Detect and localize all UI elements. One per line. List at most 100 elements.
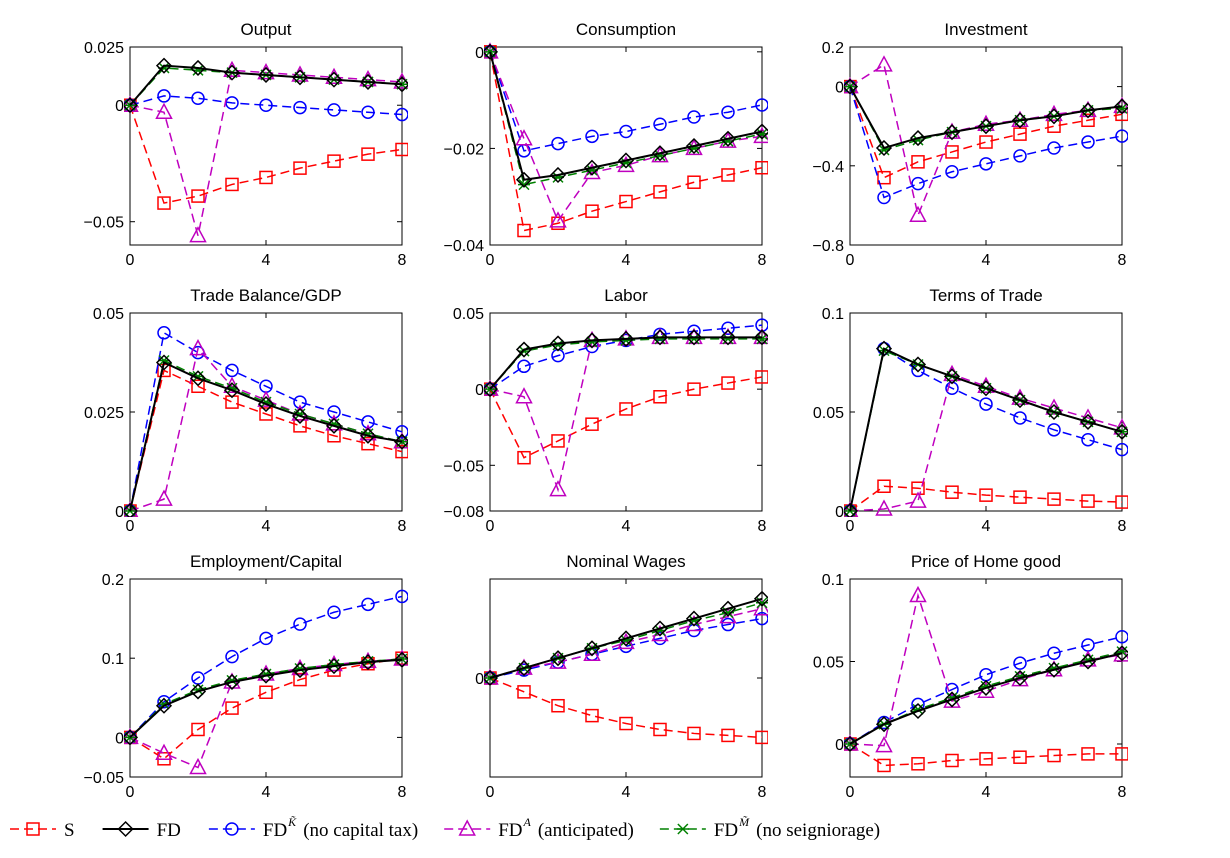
data-point-fdk xyxy=(1115,442,1128,457)
series-line-s xyxy=(489,677,763,739)
x-tick-label: 8 xyxy=(398,518,407,535)
series-line-fda xyxy=(489,51,763,223)
legend-label: FD xyxy=(157,820,181,841)
plot-area xyxy=(844,340,1128,517)
data-point-s xyxy=(721,168,735,182)
series-line-fd xyxy=(489,51,763,181)
data-point-fda xyxy=(1113,418,1128,435)
axes-box xyxy=(849,312,1123,512)
series-line-fda xyxy=(489,607,763,679)
data-point-fdm xyxy=(722,333,734,345)
data-point-s xyxy=(755,730,768,745)
data-point-s xyxy=(293,419,307,433)
data-point-fd xyxy=(359,654,377,671)
data-point-fdk xyxy=(1013,411,1027,425)
data-point-fd xyxy=(685,610,703,627)
y-tick-label: 0 xyxy=(475,45,484,62)
data-point-fd xyxy=(515,660,533,677)
data-point-fdk xyxy=(361,105,375,119)
legend-item-fdm: FD M̃ (no seigniorage) xyxy=(659,815,880,841)
x-tick-label: 4 xyxy=(262,252,271,269)
data-point-fd xyxy=(651,145,669,162)
data-point-fd xyxy=(753,123,768,140)
series-line-fdk xyxy=(489,51,763,152)
data-point-fdk xyxy=(687,110,701,124)
x-tick-label: 0 xyxy=(126,252,135,269)
data-point-fdk xyxy=(1047,646,1061,660)
data-point-s xyxy=(687,726,701,741)
x-tick-label: 8 xyxy=(398,252,407,269)
data-point-s xyxy=(191,379,205,394)
data-point-fd xyxy=(515,171,533,188)
y-tick-label: 0.2 xyxy=(102,572,124,589)
data-point-s xyxy=(1115,495,1128,509)
data-point-fdk xyxy=(1047,141,1061,155)
data-point-s xyxy=(653,722,667,737)
data-point-s xyxy=(551,434,565,448)
data-point-fdk xyxy=(1115,129,1128,143)
plot-area xyxy=(124,326,408,517)
legend-note: (no capital tax) xyxy=(303,820,418,841)
data-point-fdk xyxy=(585,129,599,144)
panel-title: Labor xyxy=(604,286,648,305)
data-point-fda xyxy=(189,339,207,356)
plot-area xyxy=(124,589,408,775)
x-tick-label: 0 xyxy=(846,518,855,535)
data-point-s xyxy=(877,170,891,185)
data-point-fd xyxy=(753,329,768,346)
x-tick-label: 8 xyxy=(758,784,767,801)
legend-marker xyxy=(225,822,239,836)
data-point-fd xyxy=(549,650,567,667)
data-point-fd xyxy=(977,118,995,135)
data-point-fd xyxy=(617,630,635,647)
data-point-fd xyxy=(515,341,533,358)
series-line-fd xyxy=(129,64,403,106)
data-point-fdk xyxy=(1081,432,1095,447)
legend: S FD FD K̃ (no capital tax) FD A (anticipated) F… xyxy=(10,815,880,841)
series-fd xyxy=(844,78,1128,157)
legend-superscript: K̃ xyxy=(287,815,297,829)
data-point-fda xyxy=(909,585,927,603)
data-point-s xyxy=(1081,113,1095,128)
data-point-s xyxy=(225,701,239,715)
data-point-fd xyxy=(393,76,408,93)
x-tick-label: 0 xyxy=(126,518,135,535)
data-point-fd xyxy=(549,166,567,184)
panel-title: Consumption xyxy=(576,20,676,39)
y-tick-label: −0.08 xyxy=(444,504,485,521)
data-point-s xyxy=(517,685,531,699)
data-point-fda xyxy=(583,644,601,661)
series-line-fd xyxy=(489,597,763,679)
plot-area xyxy=(844,585,1128,773)
series-fd xyxy=(484,590,768,687)
legend-item-fdk: FD K̃ (no capital tax) xyxy=(208,815,418,841)
data-point-fd xyxy=(977,380,995,397)
panel-consumption: Consumption 0 4 8 0 −0.02 −0.04 xyxy=(444,20,768,269)
series-s xyxy=(124,363,408,517)
legend-label: FD xyxy=(498,820,522,841)
data-point-fd xyxy=(124,502,139,517)
data-point-s xyxy=(1047,119,1061,133)
series-line-fda xyxy=(849,592,1123,747)
data-point-fdk xyxy=(1013,656,1027,670)
data-point-fd xyxy=(393,651,408,668)
data-point-fd xyxy=(325,71,343,88)
series-s xyxy=(484,370,768,465)
panel-title: Price of Home good xyxy=(911,552,1061,571)
data-point-fdk xyxy=(945,164,959,179)
y-tick-label: 0.05 xyxy=(813,655,844,672)
legend-marker xyxy=(26,822,40,836)
data-point-fdk xyxy=(157,326,171,340)
panel-nominal-wages: Nominal Wages 0 4 8 0 xyxy=(475,552,768,801)
series-fdk xyxy=(124,89,408,122)
data-point-fd xyxy=(1113,98,1128,115)
plot-area xyxy=(484,318,768,497)
data-point-fd xyxy=(1113,645,1128,662)
legend-item-s: S xyxy=(10,820,75,841)
data-point-fd xyxy=(393,433,408,450)
legend-item-fd: FD xyxy=(102,820,181,841)
data-point-fdm xyxy=(586,336,598,348)
legend-label: S xyxy=(64,820,75,841)
series-line-s xyxy=(489,51,763,232)
data-point-fd xyxy=(909,702,927,720)
